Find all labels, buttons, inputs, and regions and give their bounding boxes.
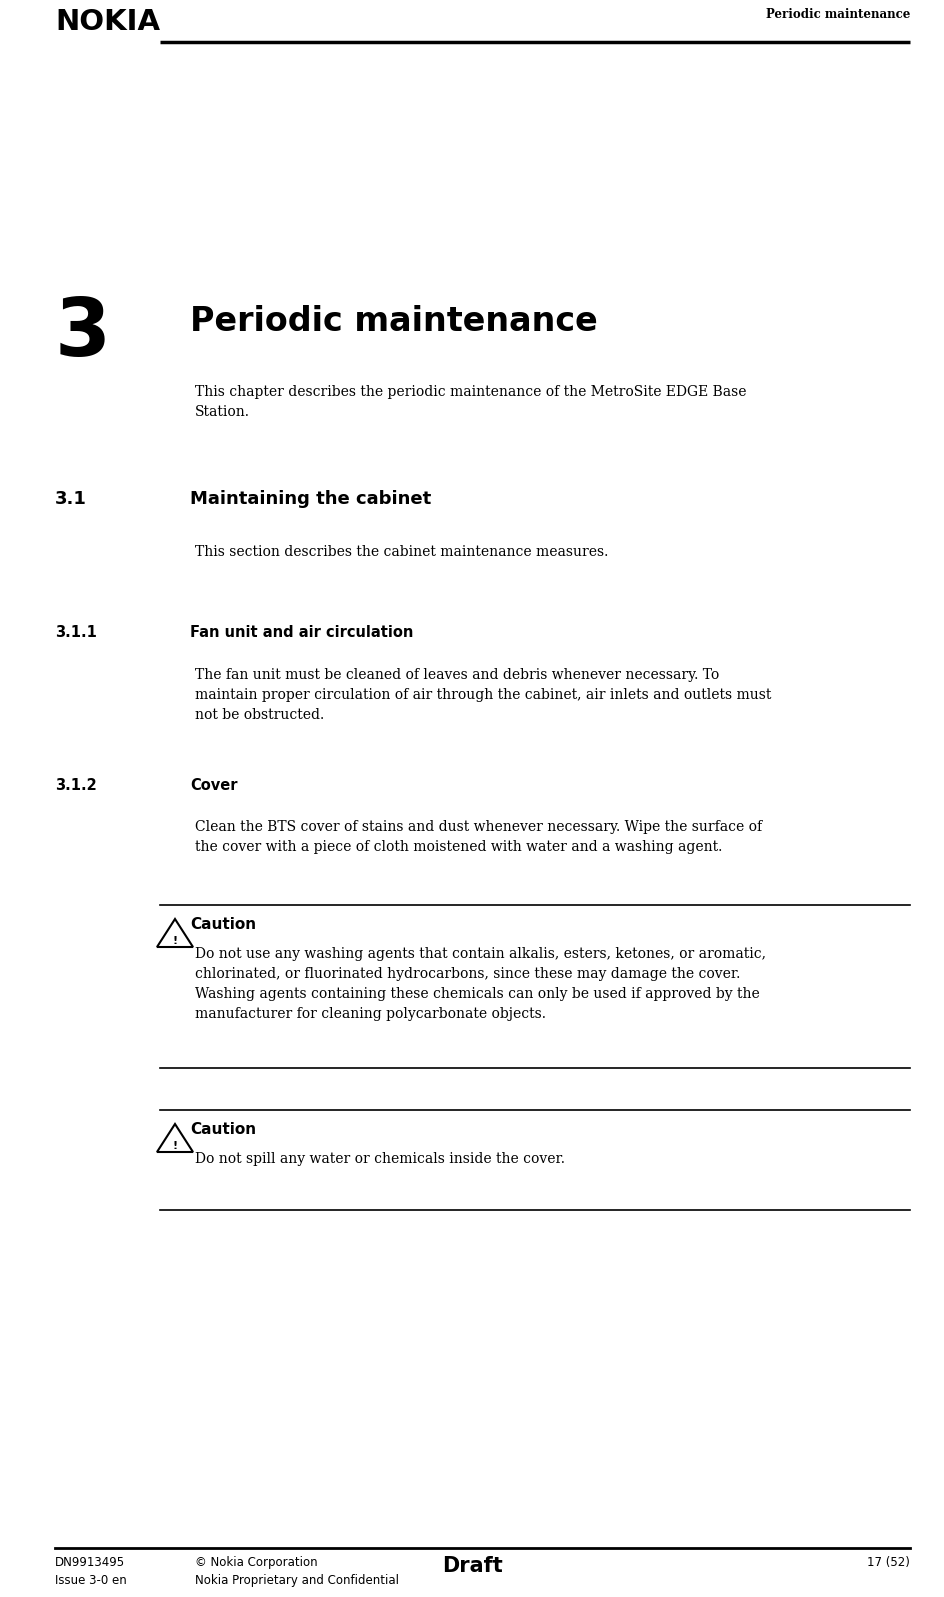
Text: Caution: Caution — [190, 917, 256, 933]
Text: Do not use any washing agents that contain alkalis, esters, ketones, or aromatic: Do not use any washing agents that conta… — [195, 947, 766, 1020]
Text: Do not spill any water or chemicals inside the cover.: Do not spill any water or chemicals insi… — [195, 1151, 565, 1166]
Text: The fan unit must be cleaned of leaves and debris whenever necessary. To
maintai: The fan unit must be cleaned of leaves a… — [195, 668, 771, 722]
Text: 3.1: 3.1 — [55, 490, 87, 508]
Text: Clean the BTS cover of stains and dust whenever necessary. Wipe the surface of
t: Clean the BTS cover of stains and dust w… — [195, 819, 762, 854]
Text: Nokia Proprietary and Confidential: Nokia Proprietary and Confidential — [195, 1575, 399, 1587]
Text: 17 (52): 17 (52) — [868, 1555, 910, 1568]
Text: Cover: Cover — [190, 778, 238, 794]
Text: 3.1.1: 3.1.1 — [55, 624, 97, 640]
Text: Draft: Draft — [442, 1555, 502, 1576]
Text: 3.1.2: 3.1.2 — [55, 778, 96, 794]
Text: This chapter describes the periodic maintenance of the MetroSite EDGE Base
Stati: This chapter describes the periodic main… — [195, 385, 747, 418]
Text: Periodic maintenance: Periodic maintenance — [766, 8, 910, 21]
Text: © Nokia Corporation: © Nokia Corporation — [195, 1555, 317, 1568]
Text: This section describes the cabinet maintenance measures.: This section describes the cabinet maint… — [195, 545, 608, 559]
Text: !: ! — [173, 936, 177, 945]
Text: Caution: Caution — [190, 1123, 256, 1137]
Text: Issue 3-0 en: Issue 3-0 en — [55, 1575, 126, 1587]
Text: 3: 3 — [55, 295, 111, 374]
Text: Periodic maintenance: Periodic maintenance — [190, 305, 598, 339]
Text: NOKIA: NOKIA — [55, 8, 160, 37]
Text: Maintaining the cabinet: Maintaining the cabinet — [190, 490, 431, 508]
Text: DN9913495: DN9913495 — [55, 1555, 126, 1568]
Text: Fan unit and air circulation: Fan unit and air circulation — [190, 624, 413, 640]
Text: !: ! — [173, 1140, 177, 1151]
